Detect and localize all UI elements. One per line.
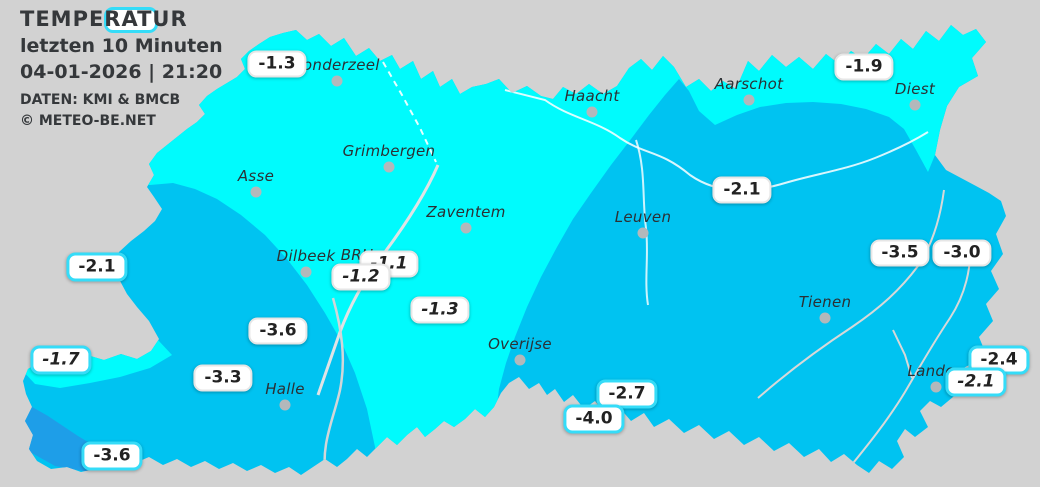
- datetime: 04-01-2026 | 21:20: [20, 61, 223, 83]
- city-label-aarschot: Aarschot: [714, 75, 784, 93]
- data-source: DATEN: KMI & BMCB: [20, 92, 181, 108]
- station-dot-leuven: [637, 227, 649, 239]
- temp-badge[interactable]: -3.6: [248, 317, 308, 345]
- station-dot-tienen: [819, 312, 831, 324]
- river-landen: [892, 329, 913, 379]
- header: TEMPERATUR letzten 10 Minuten 04-01-2026…: [20, 6, 223, 132]
- zone-dark-blue: [23, 400, 140, 473]
- city-label-overijse: Overijse: [488, 335, 552, 353]
- city-label-asse: Asse: [237, 167, 275, 185]
- station-dot-grimbergen: [383, 161, 395, 173]
- temp-badge[interactable]: -3.5: [870, 239, 930, 267]
- page-subtitle: letzten 10 Minuten: [20, 35, 223, 57]
- station-dot-asse: [250, 186, 262, 198]
- temp-badge[interactable]: -1.9: [834, 53, 894, 81]
- city-label-zaventem: Zaventem: [426, 203, 506, 221]
- city-label-londerzeel: Londerzeel: [294, 56, 380, 74]
- temp-badge[interactable]: -2.1: [712, 176, 772, 204]
- city-label-halle: Halle: [265, 380, 305, 398]
- canal-dashed: [382, 61, 437, 163]
- temp-badge[interactable]: -1.7: [30, 345, 92, 375]
- city-label-grimbergen: Grimbergen: [342, 142, 436, 160]
- temp-badge[interactable]: -2.7: [596, 379, 658, 409]
- city-label-tienen: Tienen: [798, 293, 852, 311]
- city-label-leuven: Leuven: [614, 208, 672, 226]
- river-gete-east: [844, 239, 972, 474]
- temp-badge[interactable]: -4.0: [563, 404, 625, 434]
- copyright: © METEO-BE.NET: [20, 113, 156, 129]
- temp-badge[interactable]: -1.3: [410, 296, 470, 324]
- station-dot-zaventem: [460, 222, 472, 234]
- city-label-haacht: Haacht: [564, 87, 620, 105]
- station-dot-londerzeel: [331, 75, 343, 87]
- zone-cyan-west-arm: [23, 340, 172, 388]
- station-dot-diest: [909, 99, 921, 111]
- station-dot-haacht: [586, 106, 598, 118]
- city-label-diest: Diest: [894, 80, 936, 98]
- road-southwest: [323, 297, 345, 475]
- station-dot-landen: [930, 381, 942, 393]
- station-dot-halle: [279, 399, 291, 411]
- station-dot-aarschot: [743, 94, 755, 106]
- temp-badge[interactable]: -1.2: [331, 263, 391, 291]
- temp-badge[interactable]: -2.1: [945, 367, 1007, 397]
- temp-badge[interactable]: -3.0: [932, 239, 992, 267]
- station-dot-dilbeek: [300, 266, 312, 278]
- page-title: TEMPERATUR: [20, 7, 188, 31]
- temp-badge[interactable]: -1.3: [247, 50, 307, 78]
- station-dot-overijse: [514, 354, 526, 366]
- city-label-dilbeek: Dilbeek: [276, 247, 336, 265]
- temp-badge[interactable]: -2.1: [66, 252, 128, 282]
- temp-badge[interactable]: -3.3: [193, 364, 253, 392]
- temp-badge[interactable]: -3.6: [81, 441, 143, 471]
- river-gete-west: [757, 189, 945, 399]
- empty-badge[interactable]: [104, 7, 158, 33]
